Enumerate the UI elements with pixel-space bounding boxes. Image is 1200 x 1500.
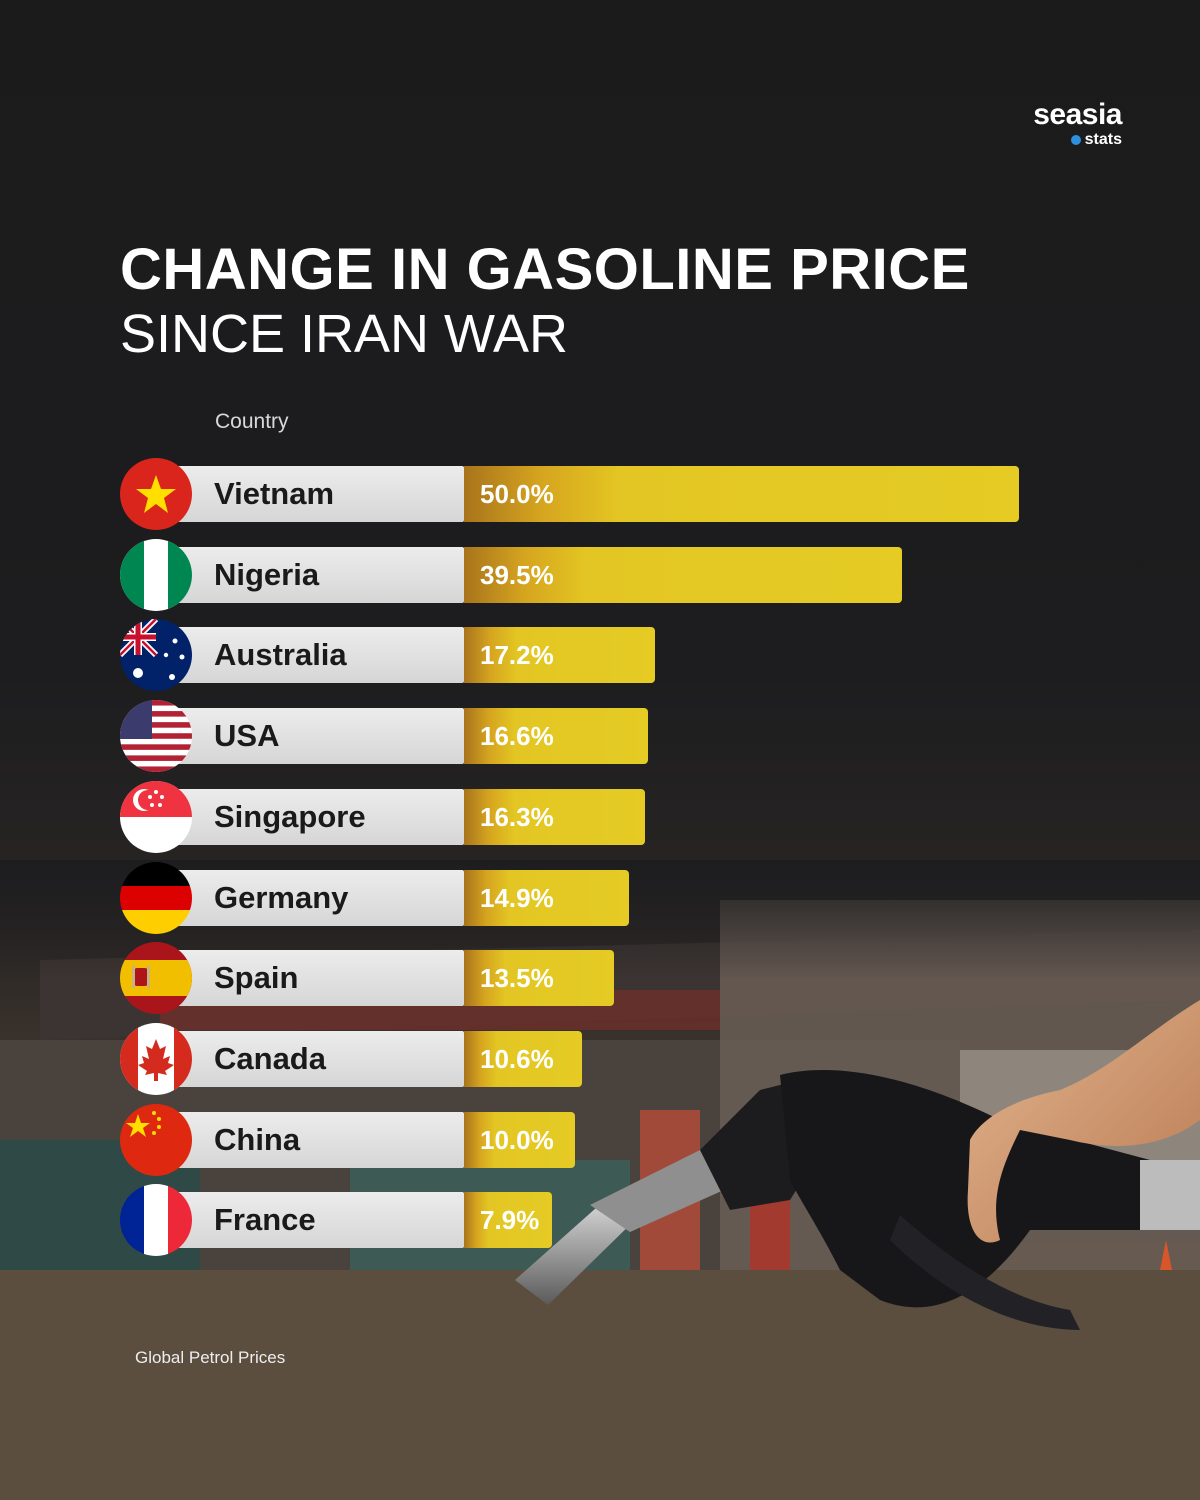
value-label: 16.3%	[480, 801, 554, 832]
value-label: 17.2%	[480, 640, 554, 671]
bar-australia	[464, 627, 655, 684]
value-label: 39.5%	[480, 559, 554, 590]
category-label-bg	[160, 788, 464, 845]
category-label-bg	[160, 1111, 464, 1168]
category-label: Germany	[214, 879, 349, 915]
value-label: 16.6%	[480, 721, 554, 752]
bar-france	[464, 1192, 552, 1249]
nigeria-flag-icon	[120, 538, 192, 611]
category-label-bg	[160, 950, 464, 1007]
bar-row-germany: Germany 14.9%	[120, 861, 1120, 934]
category-label: Canada	[214, 1040, 326, 1076]
logo-sub-text: stats	[1084, 131, 1122, 148]
category-label-bg	[160, 546, 464, 603]
bar-row-vietnam: Vietnam 50.0%	[120, 458, 1120, 530]
bar-nigeria	[464, 546, 903, 603]
logo-sub: stats	[1033, 132, 1122, 148]
category-label-bg	[160, 627, 464, 684]
bar-canada	[464, 1030, 582, 1087]
bar-spain	[464, 950, 614, 1007]
france-flag-icon	[120, 1184, 192, 1257]
source-note: Global Petrol Prices	[135, 1348, 286, 1367]
chart-title: CHANGE IN GASOLINE PRICE	[120, 237, 970, 302]
category-label: Spain	[214, 960, 299, 996]
singapore-flag-icon	[120, 780, 192, 853]
chart-subtitle: SINCE IRAN WAR	[120, 304, 569, 364]
value-label: 7.9%	[480, 1205, 540, 1236]
category-label-bg	[160, 708, 464, 765]
bar-row-spain: Spain 13.5%	[120, 942, 1120, 1015]
column-header: Country	[215, 410, 289, 433]
logo-dot-icon	[1070, 135, 1081, 145]
value-label: 13.5%	[480, 963, 554, 994]
bar-row-canada: Canada 10.6%	[120, 1022, 1120, 1095]
bar-row-china: China 10.0%	[120, 1103, 1120, 1176]
bar-row-france: France 7.9%	[120, 1184, 1120, 1257]
category-label: Australia	[214, 637, 347, 673]
category-label-bg	[160, 869, 464, 926]
usa-flag-icon	[120, 700, 192, 773]
category-label: China	[214, 1121, 301, 1157]
spain-flag-icon	[120, 942, 192, 1015]
category-label-bg	[160, 1030, 464, 1087]
bar-row-australia: Australia 17.2%	[120, 619, 1120, 692]
category-label-bg	[160, 466, 464, 522]
bar-vietnam	[464, 466, 1019, 522]
category-label: Vietnam	[214, 476, 335, 511]
vietnam-flag-icon	[120, 458, 192, 530]
bar-germany	[464, 869, 630, 926]
category-label: France	[214, 1202, 316, 1238]
bar-row-nigeria: Nigeria 39.5%	[120, 538, 1120, 611]
category-label: Nigeria	[214, 556, 320, 592]
brand-logo: seasia stats	[1033, 100, 1122, 148]
australia-flag-icon	[120, 619, 192, 692]
canada-flag-icon	[120, 1022, 192, 1095]
category-label: USA	[214, 718, 280, 754]
germany-flag-icon	[120, 861, 192, 934]
bar-row-usa: USA 16.6%	[120, 700, 1120, 773]
category-label-bg	[160, 1192, 464, 1249]
china-flag-icon	[120, 1103, 192, 1176]
category-label: Singapore	[214, 798, 366, 834]
bar-singapore	[464, 788, 645, 845]
bar-usa	[464, 708, 649, 765]
value-label: 14.9%	[480, 882, 554, 913]
value-label: 10.6%	[480, 1043, 554, 1074]
value-label: 10.0%	[480, 1124, 554, 1155]
bar-row-singapore: Singapore 16.3%	[120, 780, 1120, 853]
bar-china	[464, 1111, 575, 1168]
logo-name: seasia	[1033, 98, 1122, 131]
value-label: 50.0%	[480, 479, 554, 509]
